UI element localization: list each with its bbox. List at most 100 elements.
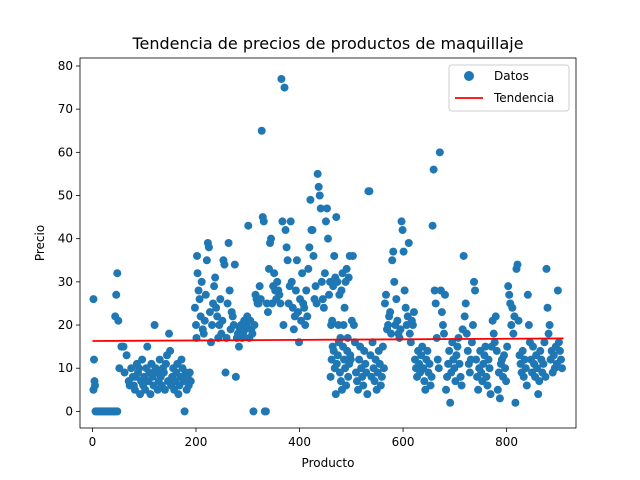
data-point — [122, 351, 131, 360]
data-point — [324, 234, 332, 243]
data-point — [263, 308, 272, 317]
data-point — [322, 204, 331, 213]
data-point — [220, 260, 229, 269]
data-point — [445, 346, 454, 355]
legend-box — [448, 64, 570, 112]
legend: Datos Tendencia — [448, 64, 570, 112]
data-point — [143, 342, 152, 351]
data-point — [319, 303, 328, 312]
data-point — [483, 381, 492, 390]
data-point — [230, 260, 239, 269]
data-point — [303, 312, 312, 321]
data-point — [554, 338, 563, 347]
data-point — [313, 169, 322, 178]
data-point — [511, 398, 520, 407]
data-point — [389, 247, 398, 256]
data-point — [535, 377, 544, 386]
data-point — [316, 204, 325, 213]
data-point — [161, 359, 170, 368]
y-tick-label: 30 — [58, 275, 73, 289]
data-point — [326, 372, 335, 381]
data-point — [489, 329, 498, 338]
data-point — [474, 385, 483, 394]
data-point — [194, 286, 203, 295]
data-point — [225, 286, 234, 295]
data-point — [289, 325, 298, 334]
data-point — [287, 277, 296, 286]
data-point — [286, 217, 295, 226]
data-point — [518, 346, 527, 355]
data-point — [388, 256, 397, 265]
data-point — [304, 264, 313, 273]
data-point — [545, 321, 554, 330]
plot-area — [89, 74, 567, 416]
data-point — [425, 359, 434, 368]
data-point — [493, 385, 502, 394]
data-point — [325, 290, 334, 299]
data-point — [344, 273, 353, 282]
data-point — [520, 355, 529, 364]
data-point — [332, 213, 341, 222]
data-point — [420, 377, 429, 386]
data-point — [113, 269, 122, 278]
data-point — [514, 316, 523, 325]
data-point — [355, 355, 364, 364]
data-point — [177, 355, 186, 364]
data-point — [293, 308, 302, 317]
data-point — [330, 251, 339, 260]
y-axis-ticks: 0 10 20 30 40 50 60 70 80 — [58, 59, 80, 418]
data-point — [549, 351, 558, 360]
data-point — [150, 321, 159, 330]
data-point — [89, 355, 98, 364]
data-point — [459, 251, 468, 260]
data-point — [277, 74, 286, 83]
data-point — [195, 295, 204, 304]
data-point — [267, 234, 276, 243]
data-point — [302, 286, 311, 295]
x-tick-label: 0 — [89, 435, 97, 449]
data-point — [191, 321, 200, 330]
data-point — [378, 342, 387, 351]
data-point — [405, 329, 414, 338]
data-point — [387, 329, 396, 338]
data-point — [146, 390, 155, 399]
data-point — [456, 372, 465, 381]
data-point — [377, 372, 386, 381]
data-point — [509, 329, 518, 338]
data-point — [229, 321, 238, 330]
data-point — [315, 191, 324, 200]
data-point — [503, 342, 512, 351]
data-point — [397, 217, 406, 226]
data-point — [381, 290, 390, 299]
data-point — [314, 182, 323, 191]
data-point — [231, 372, 240, 381]
chart-title: Tendencia de precios de productos de maq… — [131, 34, 523, 53]
data-point — [363, 390, 372, 399]
y-axis-label: Precio — [33, 225, 47, 261]
data-point — [376, 381, 385, 390]
data-point — [255, 282, 264, 291]
data-point — [505, 290, 514, 299]
data-point — [393, 316, 402, 325]
data-point — [300, 303, 309, 312]
data-point — [481, 342, 490, 351]
data-point — [332, 359, 341, 368]
data-point — [257, 126, 266, 135]
data-point — [127, 364, 136, 373]
data-point — [435, 148, 444, 157]
data-point — [428, 221, 437, 230]
data-point — [401, 303, 410, 312]
data-point — [211, 273, 220, 282]
data-point — [365, 187, 374, 196]
data-point — [472, 355, 481, 364]
data-point — [348, 251, 357, 260]
data-point — [430, 286, 439, 295]
data-point — [423, 346, 432, 355]
y-tick-label: 60 — [58, 145, 73, 159]
data-point — [390, 277, 399, 286]
data-point — [409, 308, 418, 317]
data-point — [396, 325, 405, 334]
y-tick-label: 10 — [58, 361, 73, 375]
data-point — [259, 217, 268, 226]
data-point — [343, 333, 352, 342]
